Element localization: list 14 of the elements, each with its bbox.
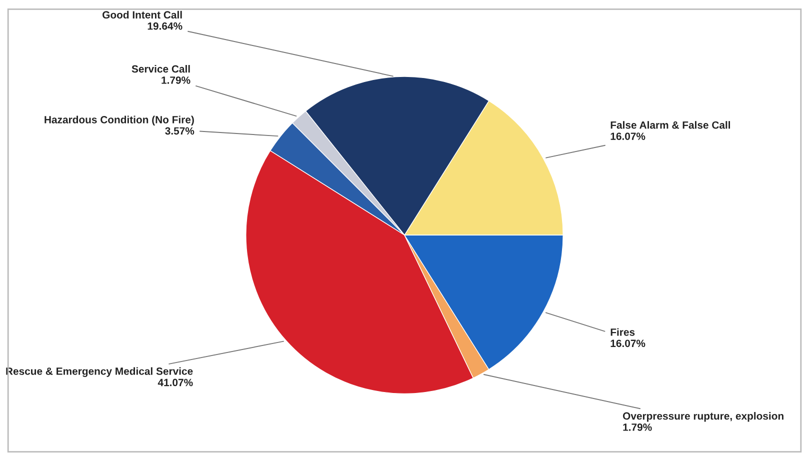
slice-label: Good Intent Call bbox=[102, 10, 182, 19]
slice-label: Fires bbox=[610, 328, 635, 336]
data-label: 16.07% bbox=[610, 340, 646, 348]
data-label: 16.07% bbox=[610, 132, 646, 140]
slice-label: Service Call bbox=[132, 64, 190, 73]
slice-label: Hazardous Condition (No Fire) bbox=[44, 116, 194, 126]
slice-label: Overpressure rupture, explosion bbox=[622, 412, 784, 422]
slice-label: Rescue & Emergency Medical Service bbox=[6, 367, 193, 378]
data-label: 1.79% bbox=[623, 424, 652, 431]
data-label: 41.07% bbox=[158, 378, 193, 386]
data-label: 1.79% bbox=[162, 76, 190, 84]
data-label: 3.57% bbox=[165, 127, 194, 135]
slice-label: False Alarm & False Call bbox=[610, 121, 730, 129]
data-label: 19.64% bbox=[148, 22, 182, 30]
